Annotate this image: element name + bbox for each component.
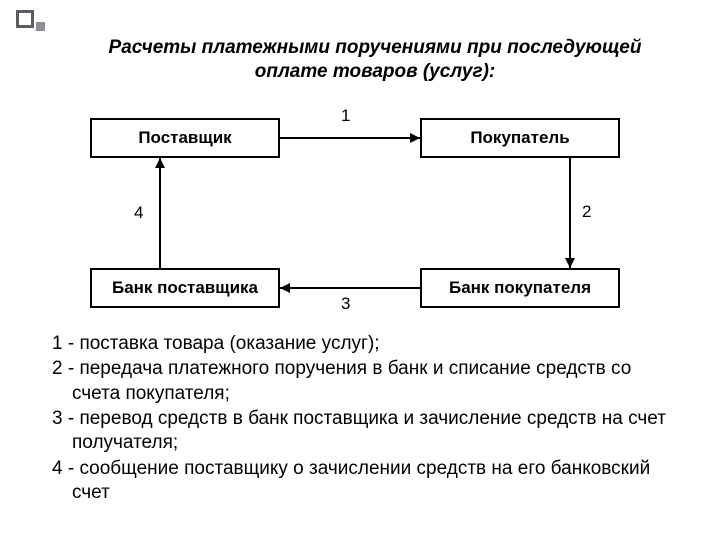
legend: 1 - поставка товара (оказание услуг); 2 …	[52, 332, 680, 506]
flow-arrows	[60, 108, 640, 318]
legend-item: 4 - сообщение поставщику о зачислении ср…	[52, 457, 680, 506]
page-title: Расчеты платежными поручениями при после…	[70, 36, 680, 84]
bullet-small-square	[36, 22, 45, 31]
legend-item: 2 - передача платежного поручения в банк…	[52, 357, 680, 406]
flow-diagram: Поставщик Покупатель Банк поставщика Бан…	[60, 108, 640, 318]
legend-item: 1 - поставка товара (оказание услуг);	[52, 332, 680, 356]
page: Расчеты платежными поручениями при после…	[0, 0, 720, 540]
edge-label-2: 2	[582, 202, 591, 222]
edge-label-3: 3	[341, 294, 350, 314]
legend-item: 3 - перевод средств в банк поставщика и …	[52, 407, 680, 456]
edge-label-1: 1	[341, 106, 350, 126]
edge-label-4: 4	[134, 203, 143, 223]
bullet-large-square	[16, 10, 34, 28]
